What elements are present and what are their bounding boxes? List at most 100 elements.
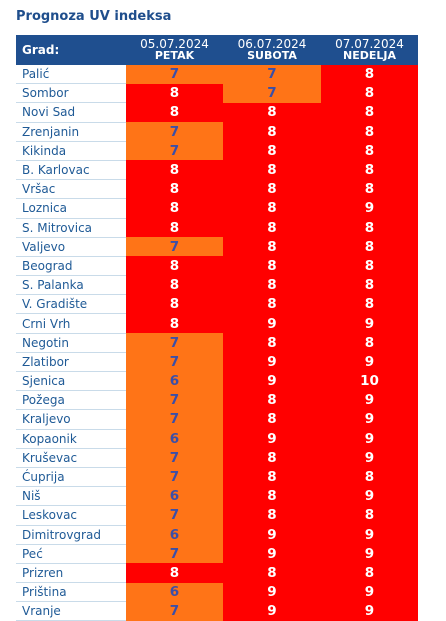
column-header-weekday: NEDELJA bbox=[343, 49, 396, 62]
table-row: S. Palanka 8 8 8 bbox=[16, 275, 418, 296]
table-row: Zlatibor 7 9 9 bbox=[16, 352, 418, 373]
table-row: Palić 7 7 8 bbox=[16, 65, 418, 85]
uv-index-cell: 8 bbox=[321, 563, 418, 583]
city-name: Kruševac bbox=[16, 448, 126, 468]
table-row: Novi Sad 8 8 8 bbox=[16, 102, 418, 123]
table-row: Valjevo 7 8 8 bbox=[16, 237, 418, 257]
column-header-weekday: SUBOTA bbox=[247, 49, 297, 62]
uv-index-cell: 9 bbox=[321, 525, 418, 545]
uv-index-cell: 9 bbox=[321, 198, 418, 218]
city-name: Vranje bbox=[16, 601, 126, 621]
table-row: Požega 7 8 9 bbox=[16, 390, 418, 411]
uv-index-cell: 7 bbox=[126, 141, 223, 161]
uv-index-cell: 9 bbox=[321, 409, 418, 430]
uv-index-cell: 8 bbox=[223, 467, 321, 487]
city-name: Valjevo bbox=[16, 237, 126, 257]
uv-index-cell: 8 bbox=[321, 294, 418, 314]
uv-index-cell: 9 bbox=[223, 601, 321, 621]
uv-index-cell: 8 bbox=[223, 256, 321, 276]
city-name: Priština bbox=[16, 582, 126, 603]
table-row: Sombor 8 7 8 bbox=[16, 83, 418, 104]
uv-index-cell: 8 bbox=[126, 160, 223, 180]
table-row: Beograd 8 8 8 bbox=[16, 256, 418, 277]
table-row: Niš 6 8 9 bbox=[16, 486, 418, 507]
table-row: Zrenjanin 7 8 8 bbox=[16, 122, 418, 142]
city-name: Niš bbox=[16, 486, 126, 507]
uv-index-cell: 7 bbox=[126, 237, 223, 257]
uv-index-cell: 6 bbox=[126, 582, 223, 602]
city-name: Negotin bbox=[16, 333, 126, 353]
uv-index-cell: 7 bbox=[126, 601, 223, 621]
table-row: Vršac 8 8 8 bbox=[16, 179, 418, 200]
table-row: Sjenica 6 9 10 bbox=[16, 371, 418, 392]
column-header-day-1: 05.07.2024 PETAK bbox=[126, 35, 223, 65]
uv-index-cell: 7 bbox=[126, 390, 223, 410]
uv-index-cell: 9 bbox=[223, 352, 321, 372]
table-row: Kraljevo 7 8 9 bbox=[16, 409, 418, 430]
uv-index-cell: 6 bbox=[126, 486, 223, 506]
city-name: Vršac bbox=[16, 179, 126, 200]
city-name: Zlatibor bbox=[16, 352, 126, 373]
uv-index-cell: 8 bbox=[126, 313, 223, 334]
uv-index-cell: 8 bbox=[126, 275, 223, 295]
uv-index-cell: 7 bbox=[126, 467, 223, 487]
city-name: Leskovac bbox=[16, 505, 126, 526]
uv-index-cell: 8 bbox=[126, 218, 223, 238]
city-name: Prizren bbox=[16, 563, 126, 584]
column-header-date: 06.07.2024 bbox=[237, 37, 307, 51]
uv-index-cell: 8 bbox=[321, 160, 418, 180]
city-name: Beograd bbox=[16, 256, 126, 277]
uv-index-cell: 8 bbox=[223, 102, 321, 123]
city-name: Ćuprija bbox=[16, 467, 126, 488]
uv-index-cell: 8 bbox=[321, 179, 418, 199]
uv-index-cell: 7 bbox=[126, 333, 223, 353]
city-name: Peć bbox=[16, 544, 126, 564]
uv-index-cell: 8 bbox=[223, 141, 321, 161]
uv-index-cell: 8 bbox=[321, 467, 418, 487]
uv-index-cell: 8 bbox=[223, 218, 321, 238]
uv-forecast-table: Grad: 05.07.2024 PETAK 06.07.2024 SUBOTA… bbox=[16, 35, 418, 621]
uv-index-cell: 9 bbox=[223, 544, 321, 564]
city-name: Sjenica bbox=[16, 371, 126, 392]
uv-index-cell: 9 bbox=[223, 429, 321, 449]
column-header-date: 07.07.2024 bbox=[335, 37, 404, 51]
uv-index-cell: 8 bbox=[321, 83, 418, 103]
city-name: Palić bbox=[16, 65, 126, 85]
table-row: Kruševac 7 8 9 bbox=[16, 448, 418, 468]
uv-index-cell: 7 bbox=[126, 448, 223, 468]
uv-index-cell: 9 bbox=[321, 486, 418, 506]
city-name: Kopaonik bbox=[16, 429, 126, 449]
uv-index-cell: 8 bbox=[126, 179, 223, 199]
city-name: S. Palanka bbox=[16, 275, 126, 296]
city-name: Kikinda bbox=[16, 141, 126, 161]
table-body: Palić 7 7 8 Sombor 8 7 8 Novi Sad 8 8 8 Zrenjanin 7 8 8… bbox=[16, 65, 418, 621]
uv-index-cell: 7 bbox=[126, 122, 223, 142]
uv-index-cell: 7 bbox=[223, 83, 321, 103]
uv-index-cell: 8 bbox=[126, 294, 223, 314]
uv-index-cell: 8 bbox=[321, 218, 418, 238]
page-title: Prognoza UV indeksa bbox=[16, 9, 172, 24]
city-name: Novi Sad bbox=[16, 102, 126, 123]
uv-index-cell: 9 bbox=[321, 448, 418, 468]
city-name: Požega bbox=[16, 390, 126, 411]
city-name: Dimitrovgrad bbox=[16, 525, 126, 545]
table-row: Leskovac 7 8 8 bbox=[16, 505, 418, 526]
uv-index-cell: 9 bbox=[321, 582, 418, 602]
city-name: Kraljevo bbox=[16, 409, 126, 430]
city-name: Zrenjanin bbox=[16, 122, 126, 142]
city-name: V. Gradište bbox=[16, 294, 126, 315]
uv-index-cell: 8 bbox=[223, 486, 321, 506]
uv-index-cell: 8 bbox=[321, 275, 418, 295]
uv-index-cell: 8 bbox=[223, 179, 321, 199]
uv-index-cell: 9 bbox=[223, 313, 321, 334]
uv-index-cell: 8 bbox=[321, 65, 418, 84]
uv-index-cell: 8 bbox=[223, 563, 321, 583]
uv-index-cell: 8 bbox=[223, 237, 321, 257]
table-row: Crni Vrh 8 9 9 bbox=[16, 313, 418, 334]
uv-index-cell: 9 bbox=[223, 582, 321, 602]
uv-index-cell: 8 bbox=[321, 333, 418, 353]
table-row: Prizren 8 8 8 bbox=[16, 563, 418, 584]
city-name: Crni Vrh bbox=[16, 313, 126, 334]
column-header-day-2: 06.07.2024 SUBOTA bbox=[223, 35, 321, 65]
uv-index-cell: 8 bbox=[321, 237, 418, 257]
